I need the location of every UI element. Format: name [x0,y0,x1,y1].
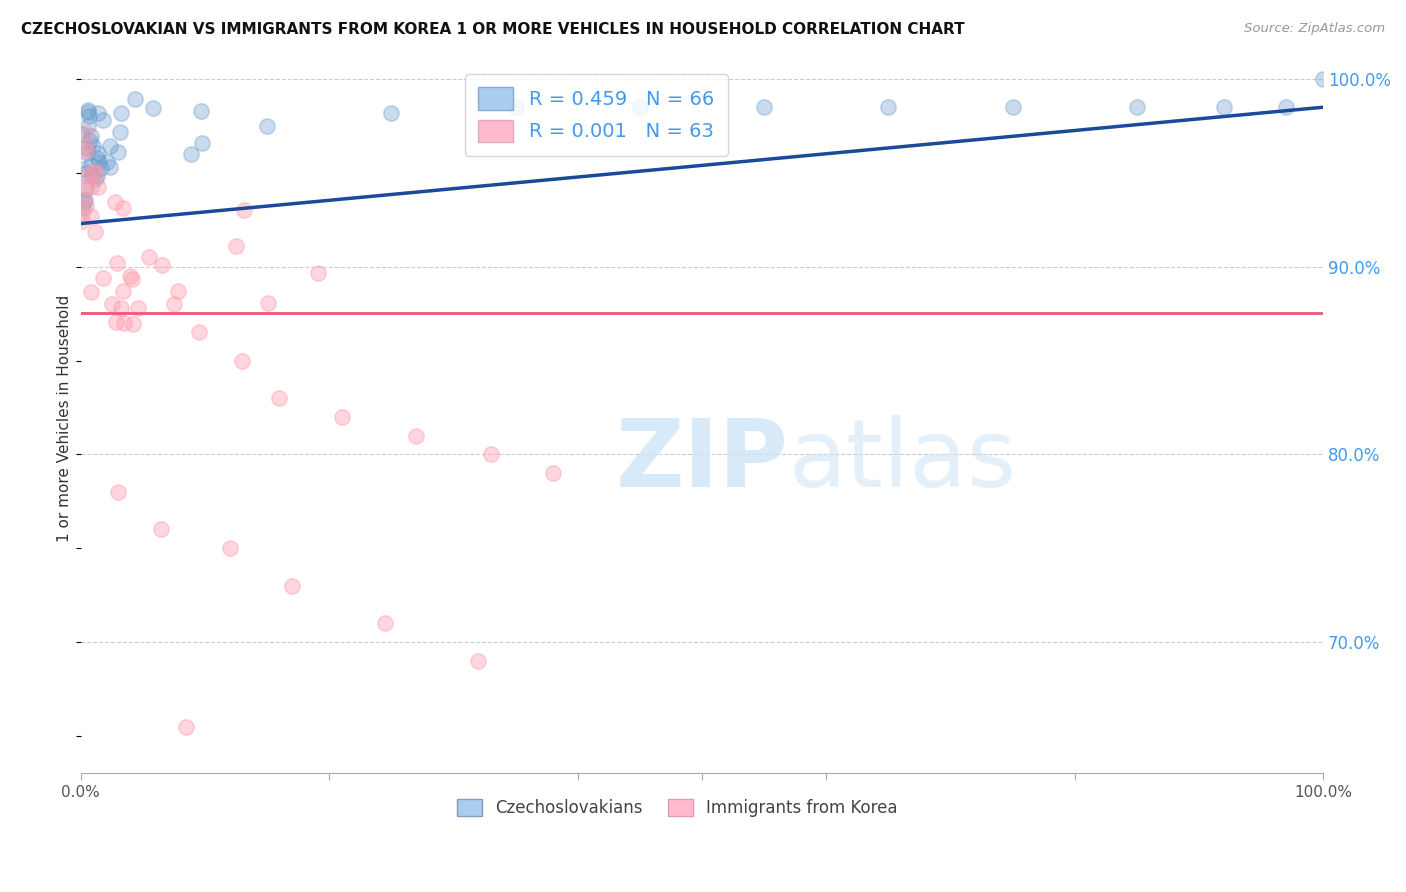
Text: atlas: atlas [789,416,1017,508]
Legend: Czechoslovakians, Immigrants from Korea: Czechoslovakians, Immigrants from Korea [449,790,905,825]
Text: CZECHOSLOVAKIAN VS IMMIGRANTS FROM KOREA 1 OR MORE VEHICLES IN HOUSEHOLD CORRELA: CZECHOSLOVAKIAN VS IMMIGRANTS FROM KOREA… [21,22,965,37]
Text: ZIP: ZIP [616,416,789,508]
Text: Source: ZipAtlas.com: Source: ZipAtlas.com [1244,22,1385,36]
Y-axis label: 1 or more Vehicles in Household: 1 or more Vehicles in Household [58,295,72,542]
